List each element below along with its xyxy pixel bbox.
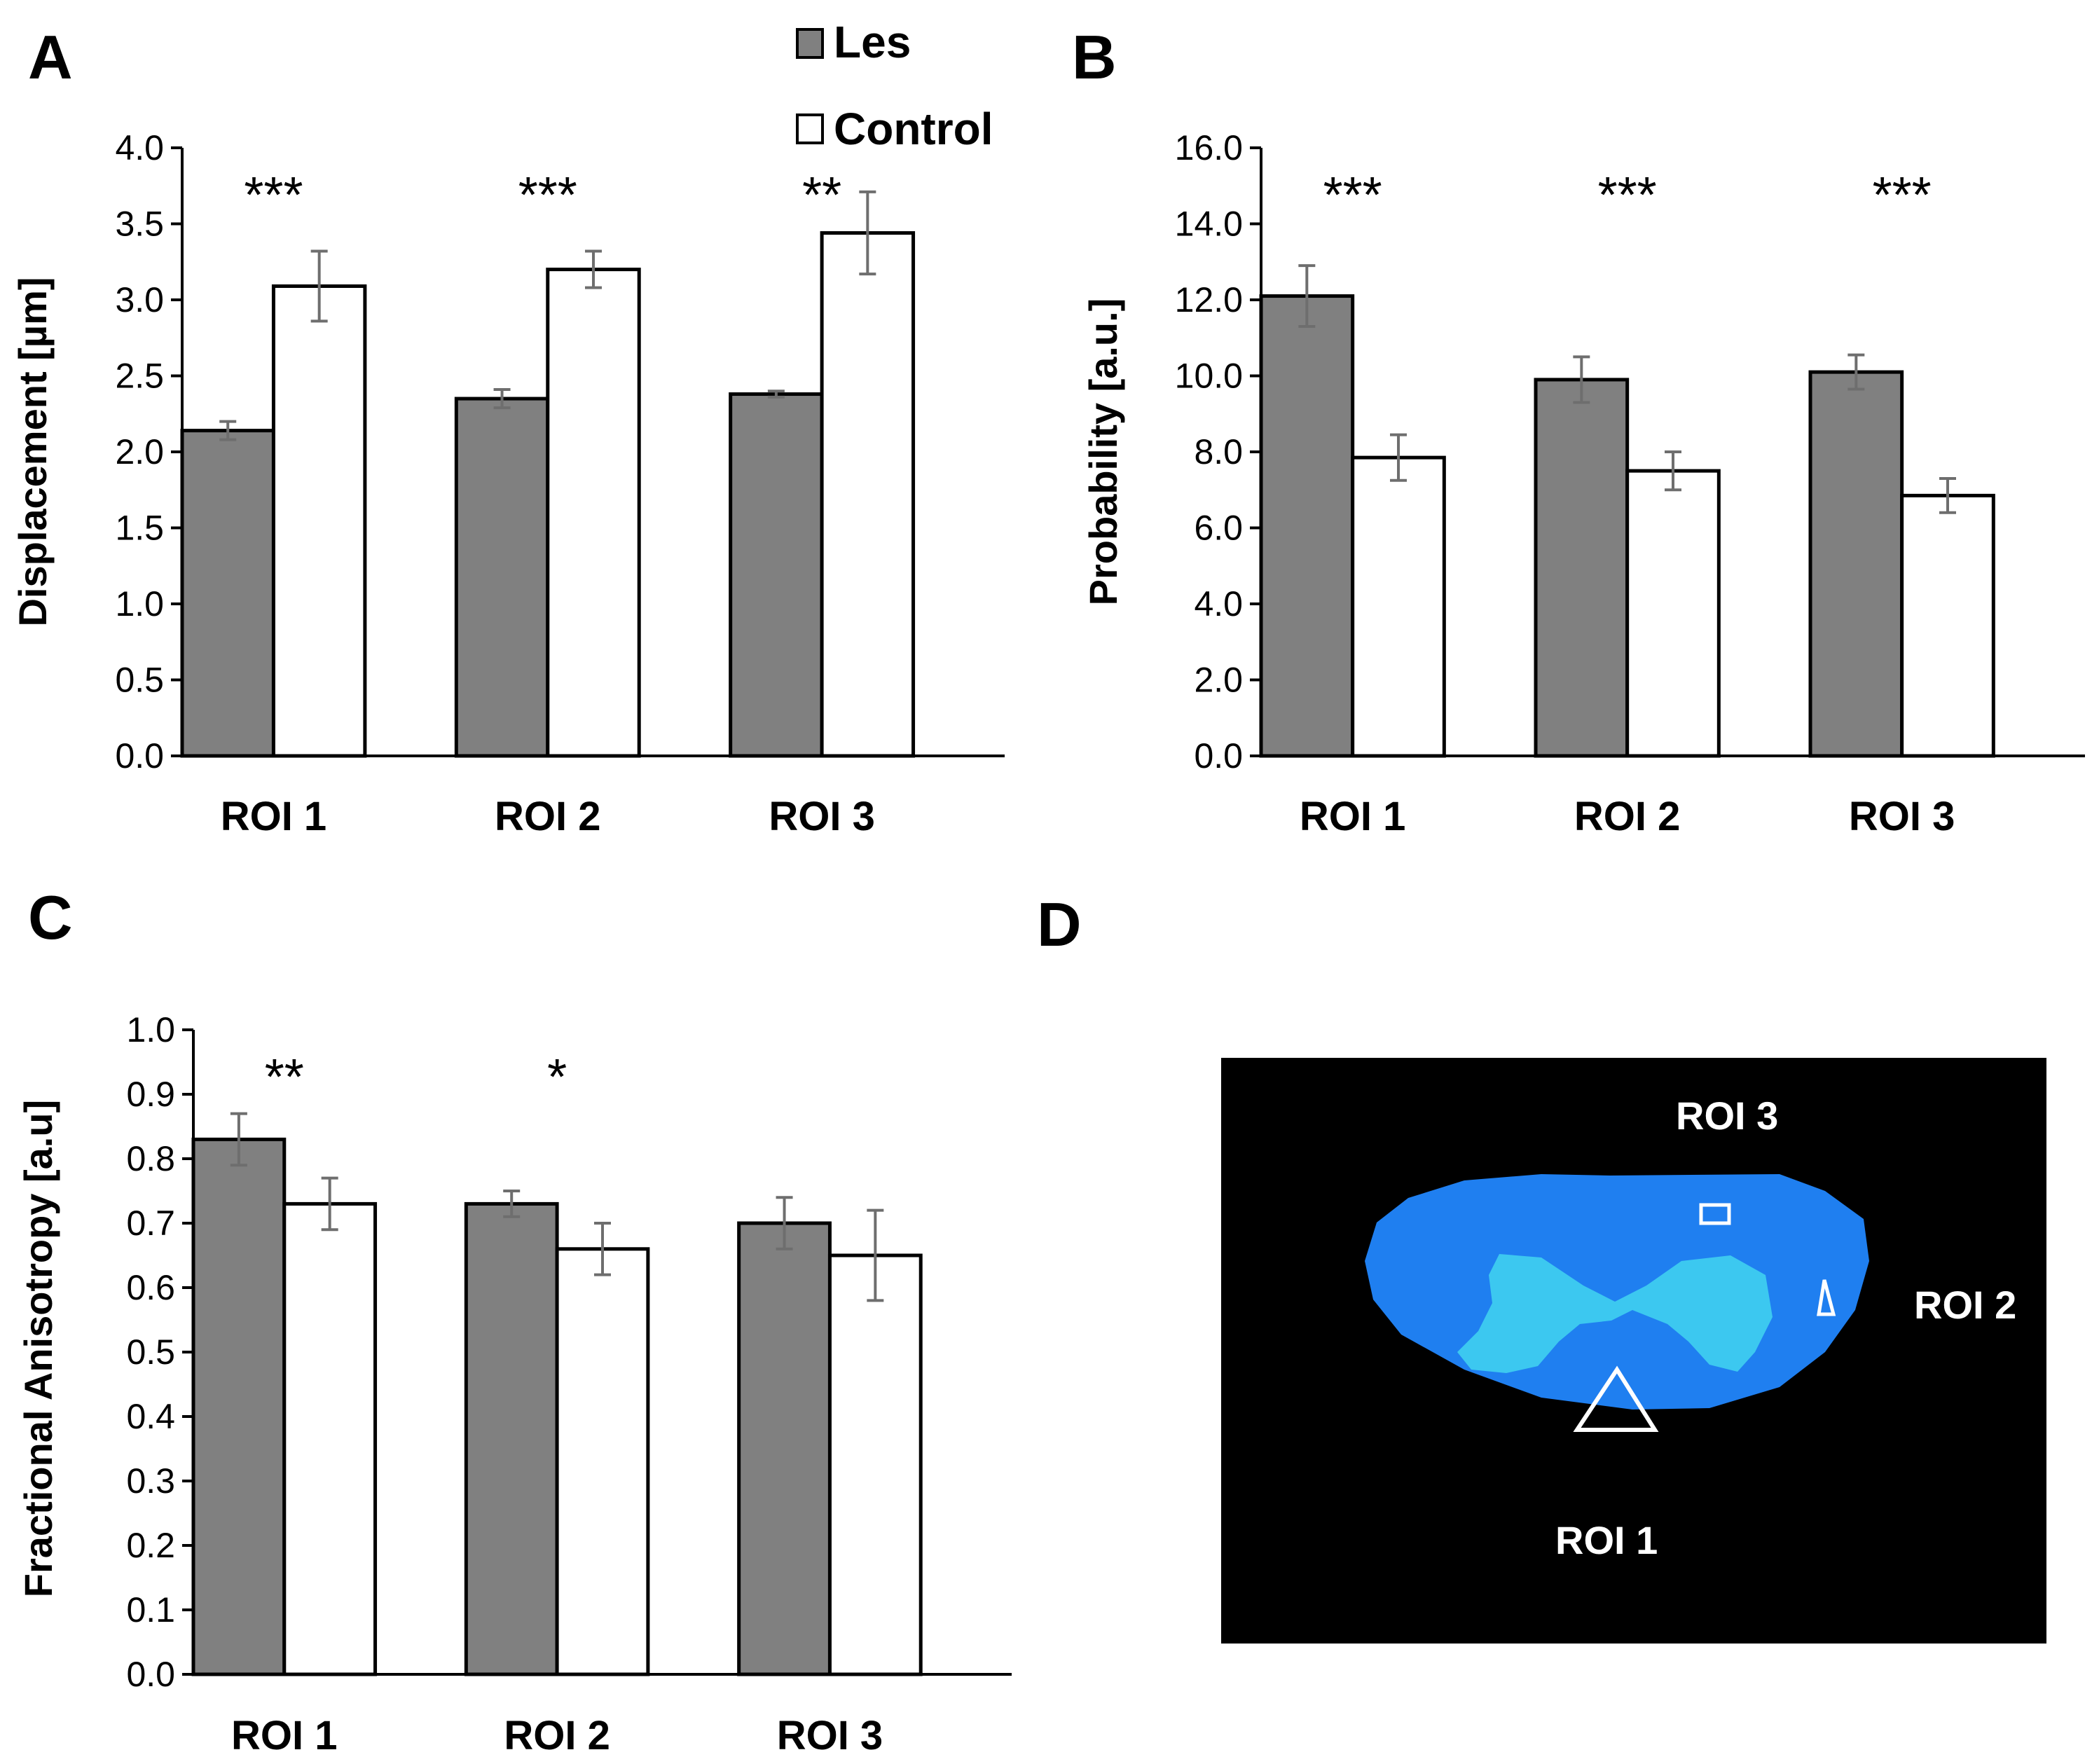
y-axis-label: Displacement [µm] <box>11 277 55 626</box>
significance-marker-2: *** <box>1598 167 1657 223</box>
y-tick-label: 3.0 <box>115 280 164 319</box>
significance-marker-1: *** <box>244 167 303 223</box>
bar-les-1 <box>191 1137 287 1676</box>
bar-les-3 <box>737 1221 832 1676</box>
bar-control-3 <box>827 1253 923 1676</box>
legend-label-control: Control <box>834 104 993 154</box>
y-axis-label: Probability [a.u.] <box>1081 298 1125 606</box>
bar-control-3 <box>820 231 916 758</box>
y-tick-label: 0.9 <box>126 1075 175 1114</box>
grey-matter-region <box>1457 1254 1773 1373</box>
bar-les-1 <box>1259 294 1355 758</box>
y-tick-label: 0.8 <box>126 1139 175 1178</box>
bar-control-2 <box>1625 469 1721 758</box>
bar-les-1 <box>180 429 275 758</box>
roi3-label: ROI 3 <box>1676 1094 1778 1138</box>
x-tick-label: ROI 1 <box>231 1713 338 1758</box>
bar-control-1 <box>1351 455 1446 758</box>
y-tick-label: 0.1 <box>126 1590 175 1629</box>
x-tick-label: ROI 1 <box>221 794 327 839</box>
significance-marker-3: ** <box>802 167 841 223</box>
significance-marker-1: ** <box>265 1049 304 1105</box>
y-tick-label: 0.7 <box>126 1204 175 1243</box>
significance-marker-3: *** <box>1873 167 1932 223</box>
y-tick-label: 2.5 <box>115 357 164 396</box>
y-axis-label: Fractional Anisotropy [a.u] <box>16 1100 60 1597</box>
bar-control-1 <box>271 284 367 758</box>
y-tick-label: 0.5 <box>126 1332 175 1372</box>
panel-letter-a: A <box>28 22 73 92</box>
x-tick-label: ROI 3 <box>769 794 875 839</box>
x-tick-label: ROI 2 <box>495 794 601 839</box>
x-tick-label: ROI 2 <box>1574 794 1681 839</box>
roi1-marker <box>1573 1365 1659 1432</box>
x-tick-label: ROI 3 <box>777 1713 883 1758</box>
legend-swatch-control <box>796 113 824 144</box>
y-tick-label: 0.0 <box>126 1655 175 1694</box>
y-tick-label: 2.0 <box>115 432 164 471</box>
legend: Les Control <box>796 17 993 154</box>
bar-les-2 <box>454 397 550 758</box>
y-tick-label: 3.5 <box>115 205 164 244</box>
y-tick-label: 16.0 <box>1175 128 1243 167</box>
y-tick-label: 0.3 <box>126 1461 175 1501</box>
y-tick-label: 8.0 <box>1194 432 1243 471</box>
significance-marker-1: *** <box>1323 167 1382 223</box>
bar-control-2 <box>546 268 641 758</box>
y-tick-label: 4.0 <box>1194 584 1243 623</box>
y-tick-label: 1.5 <box>115 509 164 548</box>
panel-letter-d: D <box>1037 890 1082 959</box>
bar-les-3 <box>1808 370 1904 758</box>
y-tick-label: 6.0 <box>1194 509 1243 548</box>
roi3-marker <box>1699 1203 1731 1225</box>
legend-swatch-les <box>796 28 824 59</box>
y-tick-label: 0.2 <box>126 1526 175 1565</box>
panel-letter-c: C <box>28 883 73 952</box>
x-tick-label: ROI 3 <box>1849 794 1955 839</box>
y-tick-label: 0.0 <box>115 736 164 776</box>
x-tick-label: ROI 1 <box>1300 794 1406 839</box>
x-tick-label: ROI 2 <box>504 1713 610 1758</box>
bar-control-3 <box>1900 493 1995 758</box>
y-tick-label: 2.0 <box>1194 661 1243 700</box>
y-tick-label: 1.0 <box>126 1010 175 1049</box>
roi1-label: ROI 1 <box>1555 1518 1658 1562</box>
bar-les-2 <box>464 1201 559 1676</box>
y-tick-label: 10.0 <box>1175 357 1243 396</box>
bar-control-1 <box>282 1201 378 1676</box>
y-tick-label: 4.0 <box>115 128 164 167</box>
roi2-marker <box>1817 1279 1836 1316</box>
y-tick-label: 0.0 <box>1194 736 1243 776</box>
y-tick-label: 0.6 <box>126 1268 175 1307</box>
panel-d-image: ROI 3 ROI 2 ROI 1 <box>1221 1058 2046 1644</box>
significance-marker-2: *** <box>518 167 577 223</box>
legend-label-les: Les <box>834 17 911 67</box>
y-tick-label: 0.4 <box>126 1397 175 1436</box>
y-tick-label: 12.0 <box>1175 280 1243 319</box>
bar-les-3 <box>729 392 824 758</box>
significance-marker-2: * <box>547 1049 567 1105</box>
chart-c: 0.0 0.1 0.2 0.3 0.4 0.5 0.6 0.7 0.8 0.9 1.0 Fractio… <box>16 1010 1012 1758</box>
y-tick-label: 14.0 <box>1175 205 1243 244</box>
y-tick-label: 0.5 <box>115 661 164 700</box>
roi2-label: ROI 2 <box>1914 1283 2016 1327</box>
panel-letter-b: B <box>1072 22 1117 92</box>
y-tick-label: 1.0 <box>115 584 164 623</box>
bar-les-2 <box>1534 378 1630 758</box>
chart-b: 0.0 2.0 4.0 6.0 8.0 10.0 12.0 14.0 16.0 Probabili… <box>1081 128 2085 839</box>
bar-control-2 <box>555 1247 650 1676</box>
chart-a: 0.0 0.5 1.0 1.5 2.0 2.5 3.0 3.5 4.0 Displacement … <box>11 128 1005 839</box>
